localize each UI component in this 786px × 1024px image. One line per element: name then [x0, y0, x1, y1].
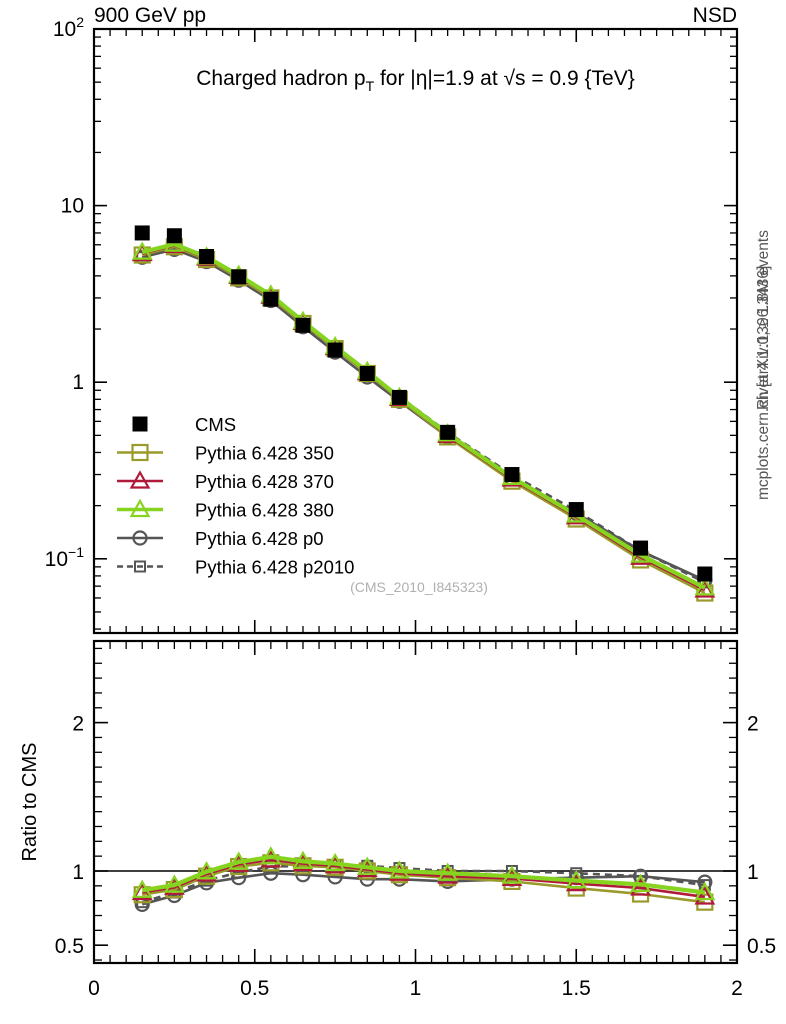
data-marker — [504, 467, 520, 483]
legend-label: Pythia 6.428 350 — [195, 443, 334, 464]
data-marker — [131, 879, 153, 898]
legend-item-2: Pythia 6.428 370 — [117, 470, 334, 492]
data-marker — [231, 269, 247, 285]
ratio-axis-title-group: Ratio to CMS Rivet 4.1.0, ≥ 1.8M eventsmc… — [19, 230, 772, 912]
ratio-y-ticklabel-left: 2 — [72, 713, 84, 736]
data-marker — [228, 851, 250, 870]
ratio-y-ticklabel-right: 1 — [747, 861, 759, 884]
data-marker — [199, 248, 215, 264]
data-marker — [131, 241, 153, 260]
ratio-x-ticklabel: 1 — [410, 977, 422, 1000]
data-marker — [633, 540, 649, 556]
series-pythia-6-428-380 — [131, 846, 716, 901]
data-marker — [132, 530, 148, 546]
ratio-x-ticklabel: 0 — [88, 977, 100, 1000]
data-marker — [196, 861, 217, 880]
series-line — [141, 854, 706, 895]
series-cms — [134, 225, 713, 582]
ratio-y-ticklabel-right: 2 — [747, 713, 759, 736]
legend-label: CMS — [195, 414, 236, 435]
data-marker — [356, 856, 378, 875]
ratio-x-ticklabel: 0.5 — [240, 977, 269, 1000]
legend-label: Pythia 6.428 380 — [195, 500, 334, 521]
legend-item-1: Pythia 6.428 350 — [117, 443, 334, 464]
data-marker — [292, 850, 314, 869]
legend-label: Pythia 6.428 p2010 — [195, 557, 354, 578]
legend-label: Pythia 6.428 p0 — [195, 528, 324, 549]
main-title-group: Charged hadron pT for |η|=1.9 at √s = 0.… — [196, 67, 634, 94]
legend-item-3: Pythia 6.428 380 — [117, 498, 334, 521]
ratio-x-ticklabel: 2 — [731, 977, 743, 1000]
legend: CMS Pythia 6.428 350 Pythia 6.428 370 Pythi… — [19, 230, 776, 1000]
main-y-ticklabel: 10 — [61, 195, 84, 218]
data-marker — [440, 424, 456, 440]
ratio-series-layer: Rivet 4.1.0, ≥ 1.8M eventsmcplots.cern.c… — [131, 230, 772, 912]
data-marker — [129, 470, 151, 489]
data-marker — [565, 869, 587, 889]
main-x-ticks: Charged hadron pT for |η|=1.9 at √s = 0.… — [93, 29, 738, 633]
data-marker — [295, 317, 311, 333]
data-marker — [437, 862, 459, 881]
data-marker — [694, 886, 716, 905]
data-marker — [132, 416, 148, 432]
main-y-ticklabel: 1 — [72, 371, 84, 394]
plot-title: Charged hadron pT for |η|=1.9 at √s = 0.… — [196, 67, 634, 94]
header-left-label: 900 GeV pp — [94, 4, 206, 27]
data-marker — [163, 874, 185, 893]
side-labels: Rivet 4.1.0, ≥ 1.8M eventsmcplots.cern.c… — [755, 230, 772, 500]
legend-item-5: Pythia 6.428 p2010 — [117, 557, 354, 578]
series-line — [141, 871, 705, 906]
main-series-layer: CMS Pythia 6.428 350 Pythia 6.428 370 Pythi… — [19, 225, 776, 1000]
data-marker — [131, 443, 149, 462]
legend-item-0: CMS — [132, 414, 236, 435]
data-marker — [359, 366, 375, 382]
data-marker — [129, 498, 151, 518]
data-marker — [324, 852, 346, 872]
data-marker — [697, 566, 713, 582]
main-y-ticklabel: 102 — [53, 14, 84, 41]
watermark-group: (CMS_2010_I845323)2 21 10.5 0.50 0.5 1 1.5 2Rat… — [19, 230, 776, 1000]
data-marker — [568, 502, 584, 518]
data-marker — [630, 873, 651, 892]
ratio-y-ticklabel-right: 0.5 — [747, 935, 776, 958]
ratio-y-ticklabel-left: 1 — [72, 861, 84, 884]
main-panel: 102 10 1 10−1 Charged hadron pT for |η|=1.9 … — [45, 14, 739, 635]
side-label-rivet: Rivet 4.1.0, ≥ 1.8M events — [755, 230, 772, 410]
ratio-panel-frame — [92, 639, 739, 965]
data-marker — [134, 225, 150, 241]
ratio-y-axis-title: Ratio to CMS — [19, 743, 41, 862]
side-label-mcplots: mcplots.cern.ch [arXiv:1306.3436] — [755, 266, 772, 500]
data-marker — [263, 291, 279, 307]
dataset-watermark: (CMS_2010_I845323) — [350, 579, 488, 595]
main-y-ticklabel: 10−1 — [45, 544, 85, 571]
data-marker — [166, 228, 182, 244]
data-marker — [694, 881, 716, 901]
ratio-x-ticklabel: 1.5 — [562, 977, 591, 1000]
data-marker — [391, 389, 407, 405]
legend-label: Pythia 6.428 370 — [195, 471, 334, 492]
data-marker — [134, 560, 146, 573]
data-marker — [694, 579, 716, 598]
header-right-label: NSD — [693, 4, 737, 27]
data-marker — [327, 342, 343, 358]
legend-item-4: Pythia 6.428 p0 — [117, 528, 324, 549]
data-marker — [260, 846, 282, 865]
header-row: 900 GeV pp NSD 102 10 1 10−1 Charged hadron pT… — [45, 4, 739, 635]
data-marker — [630, 877, 651, 896]
main-y-ticklabels: 102 10 1 10−1 Charged hadron pT for |η|=1.9 … — [45, 14, 738, 633]
data-marker — [501, 865, 523, 884]
ratio-y-ticklabel-left: 0.5 — [55, 935, 84, 958]
data-marker — [694, 577, 716, 596]
main-y-ticks: 102 10 1 10−1 Charged hadron pT for |η|=1.9 … — [45, 14, 738, 633]
data-marker — [389, 860, 410, 879]
